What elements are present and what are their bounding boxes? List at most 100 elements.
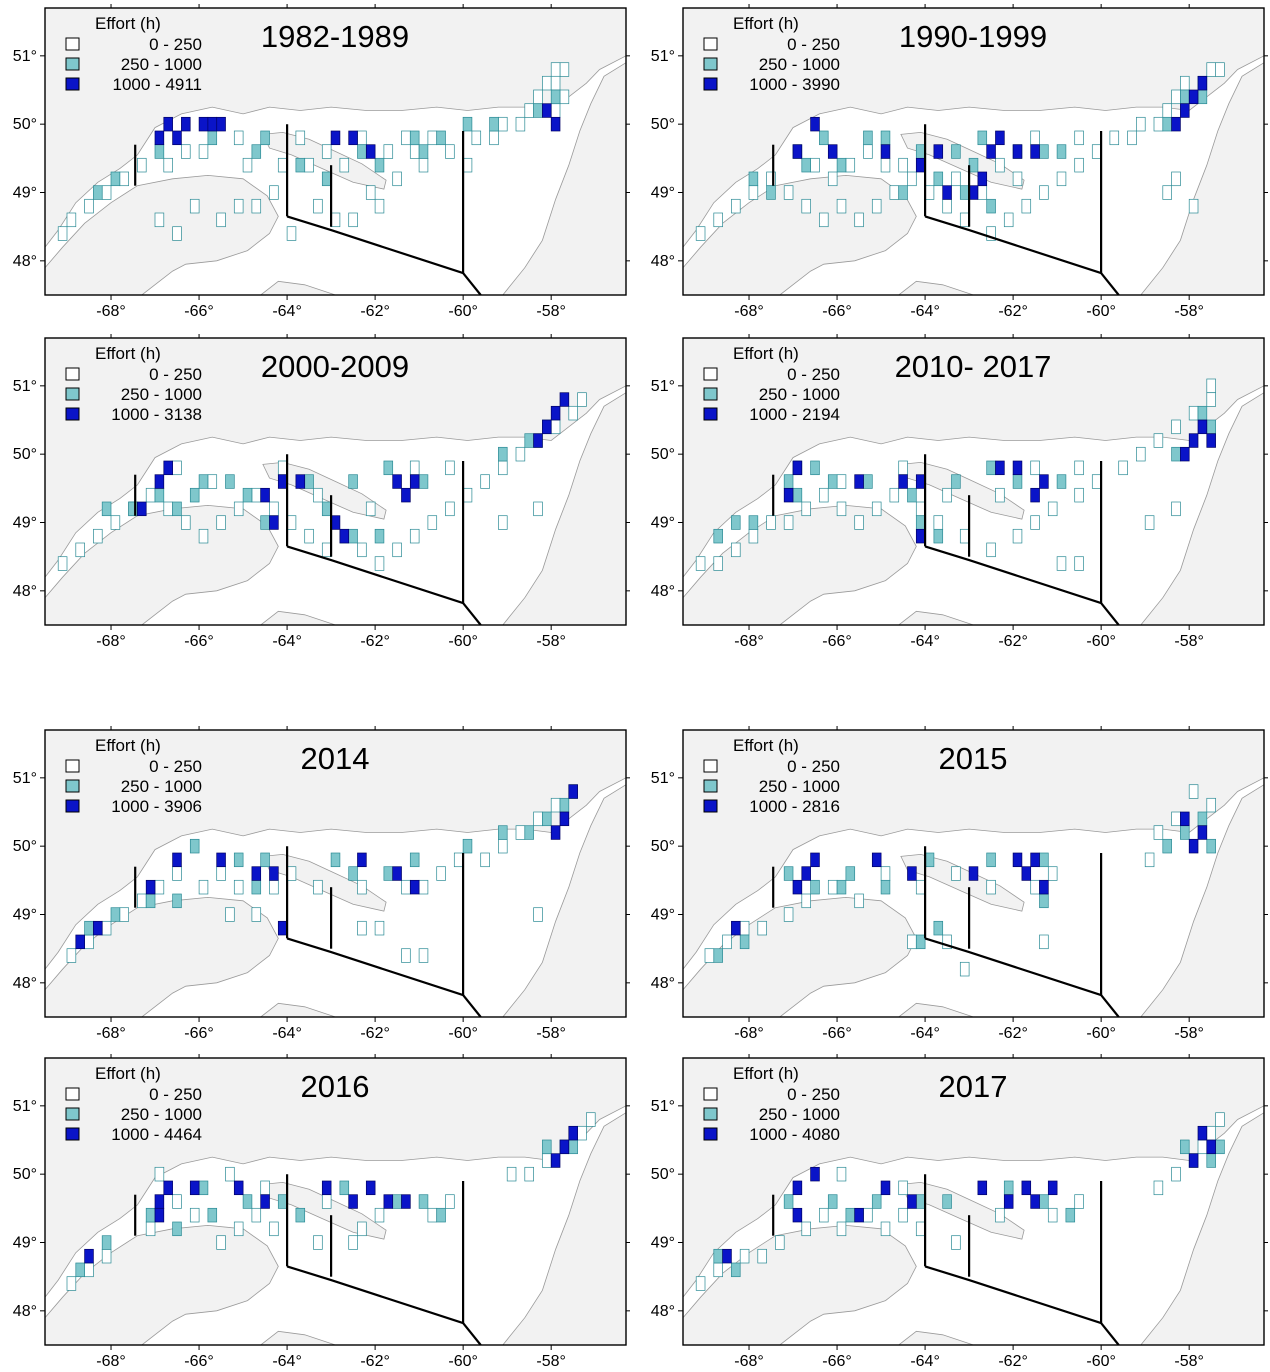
effort-cell-low [1047, 501, 1058, 517]
effort-cell-high [542, 103, 552, 118]
lon-tick-label: -64° [910, 303, 940, 320]
effort-cell-low [172, 226, 182, 241]
effort-cell-high [277, 474, 288, 489]
effort-cell-high [1206, 433, 1216, 448]
effort-cell-low [374, 920, 385, 936]
effort-cell-low [713, 556, 723, 571]
effort-cell-low [137, 157, 147, 173]
effort-cell-low [1206, 392, 1216, 407]
effort-cell-low [216, 866, 226, 881]
legend-item-high-swatch [65, 407, 80, 421]
legend-item-low-label: 0 - 250 [149, 757, 202, 776]
effort-cell-mid [1065, 1207, 1076, 1223]
effort-cell-low [357, 542, 367, 558]
effort-cell-low [321, 144, 332, 159]
legend-item-high-label: 1000 - 3138 [111, 405, 202, 424]
effort-cell-high [1030, 1194, 1040, 1209]
effort-cell-low [695, 556, 706, 571]
effort-cell-low [801, 198, 811, 214]
effort-cell-high [915, 157, 926, 173]
lon-tick-label: -68° [96, 633, 126, 650]
newfoundland-land [1140, 62, 1264, 295]
effort-cell-low [409, 144, 420, 159]
effort-cell-low [836, 198, 847, 214]
effort-cell-high [1012, 144, 1023, 159]
effort-cell-low [550, 419, 561, 435]
effort-cell-low [1047, 1207, 1058, 1223]
effort-cell-mid [836, 157, 847, 173]
lon-tick-label: -60° [448, 1353, 478, 1370]
effort-cell-high [1171, 116, 1181, 132]
effort-cell-mid [1056, 474, 1067, 489]
lon-tick-label: -62° [360, 633, 390, 650]
unit-boundary-line [924, 937, 1120, 1017]
effort-cell-mid [924, 852, 935, 868]
effort-cell-low [321, 542, 332, 558]
effort-cell-high [995, 130, 1005, 146]
effort-cell-high [792, 1207, 803, 1223]
effort-cell-mid [277, 1194, 288, 1209]
effort-cell-low [515, 446, 526, 462]
panel-title: 1982-1989 [261, 19, 409, 54]
effort-cell-low [515, 825, 526, 840]
effort-cell-mid [498, 446, 508, 462]
effort-cell-mid [524, 825, 534, 840]
effort-cell-high [731, 920, 741, 936]
effort-cell-mid [75, 1262, 85, 1278]
effort-cell-low [783, 907, 794, 922]
effort-cell-low [1171, 171, 1181, 187]
effort-cell-low [1162, 103, 1172, 118]
effort-cell-high [93, 920, 103, 936]
legend-item-high-label: 1000 - 3990 [749, 75, 840, 94]
effort-cell-low [542, 75, 552, 91]
effort-cell-mid [933, 171, 944, 187]
effort-cell-low [357, 920, 367, 936]
lon-tick-label: -64° [272, 1025, 302, 1042]
effort-cell-low [321, 1194, 332, 1209]
effort-cell-mid [1039, 893, 1049, 909]
panel-title: 2010- 2017 [895, 349, 1052, 384]
effort-cell-high [163, 460, 173, 476]
effort-cell-mid [933, 528, 944, 544]
effort-cell-high [392, 474, 402, 489]
effort-cell-low [286, 515, 297, 530]
lon-tick-label: -58° [536, 303, 566, 320]
effort-cell-low [783, 185, 794, 200]
effort-cell-low [1153, 1180, 1164, 1196]
legend-item-high-swatch [65, 1127, 80, 1141]
effort-cell-low [1039, 934, 1049, 950]
legend-item-mid-label: 250 - 1000 [121, 55, 202, 74]
effort-cell-low [819, 487, 829, 503]
legend-item-mid-label: 250 - 1000 [121, 777, 202, 796]
effort-cell-high [1021, 866, 1032, 881]
map-frame [682, 1057, 1265, 1346]
north-shore-land [45, 730, 626, 970]
effort-cell-high [810, 852, 820, 868]
legend-item-high-swatch [65, 799, 80, 813]
effort-cell-low [757, 1248, 767, 1264]
effort-cell-high [880, 1180, 891, 1196]
legend-item-mid-label: 250 - 1000 [121, 1105, 202, 1124]
effort-cell-high [810, 116, 820, 132]
effort-cell-mid [863, 474, 873, 489]
gaspe-land [45, 504, 279, 625]
effort-cell-mid [251, 144, 262, 159]
effort-cell-low [871, 198, 882, 214]
effort-cell-low [392, 542, 402, 558]
effort-cell-high [792, 460, 803, 476]
lon-tick-label: -66° [822, 1353, 852, 1370]
effort-cell-mid [260, 852, 270, 868]
lat-tick-label: 50° [651, 1166, 675, 1183]
effort-cell-high [392, 866, 402, 881]
effort-cell-low [542, 1153, 552, 1168]
effort-cell-high [792, 879, 803, 895]
effort-cell-low [524, 1166, 534, 1182]
effort-cell-mid [260, 130, 270, 146]
effort-cell-mid [533, 103, 543, 118]
lon-tick-label: -64° [910, 1025, 940, 1042]
lon-tick-label: -60° [448, 1025, 478, 1042]
legend-item-high-label: 1000 - 2194 [749, 405, 840, 424]
effort-cell-low [731, 542, 741, 558]
